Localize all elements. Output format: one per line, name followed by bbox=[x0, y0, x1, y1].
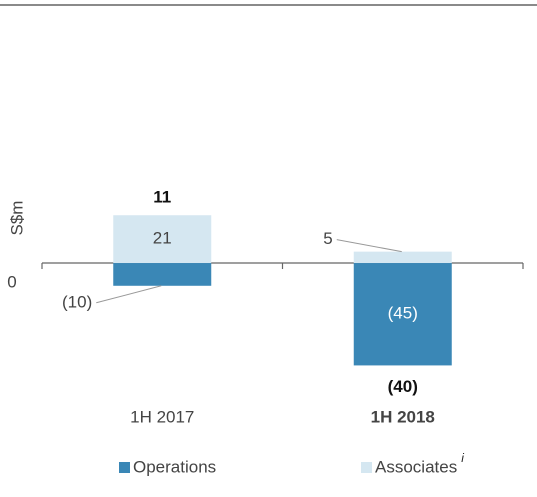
y-tick-label: 0 bbox=[7, 273, 16, 292]
legend-swatch bbox=[119, 462, 130, 473]
bar-segment bbox=[353, 251, 452, 264]
leader-line bbox=[96, 285, 162, 304]
legend-label: Operations bbox=[133, 457, 216, 476]
bar-segment bbox=[113, 215, 212, 264]
legend-label: Associates bbox=[375, 457, 457, 476]
value-label: (10) bbox=[62, 292, 92, 311]
value-label: 5 bbox=[323, 229, 332, 248]
bar-segment bbox=[353, 263, 452, 366]
value-label: (45) bbox=[388, 304, 418, 323]
x-tick-label: 1H 2017 bbox=[130, 407, 194, 426]
y-axis-label: S$m bbox=[7, 201, 26, 236]
leader-line bbox=[336, 239, 402, 253]
total-label: 11 bbox=[153, 188, 171, 207]
bar-segment bbox=[113, 263, 212, 286]
legend-footnote: i bbox=[461, 451, 464, 465]
x-tick-label: 1H 2018 bbox=[371, 407, 435, 426]
legend-swatch bbox=[361, 462, 372, 473]
value-label: 21 bbox=[153, 229, 172, 248]
total-label: (40) bbox=[388, 377, 418, 396]
